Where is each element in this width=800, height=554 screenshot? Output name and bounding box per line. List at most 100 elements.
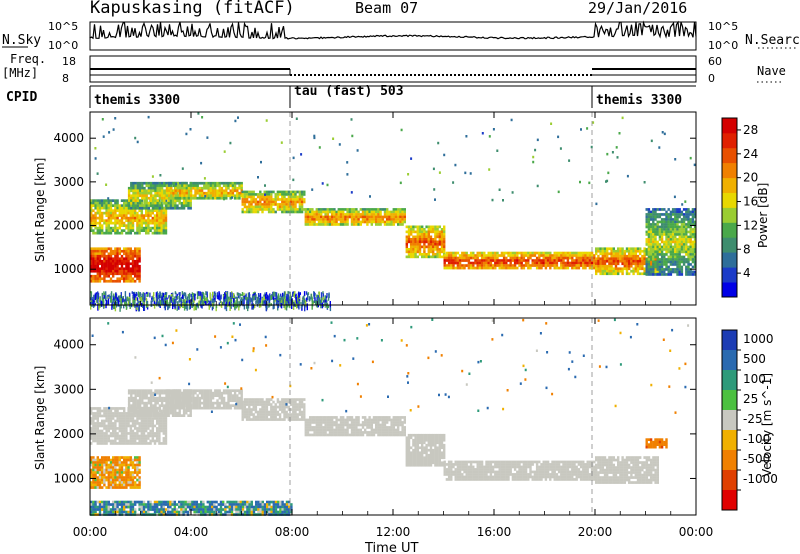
power-cell [90,279,93,283]
velocity-cell [107,466,110,469]
power-cell [267,200,271,204]
velocity-cell [105,486,108,489]
power-cell [623,257,626,261]
velocity-cell [118,461,121,464]
power-cell [682,240,686,244]
velocity-cell [114,429,117,433]
power-cell [98,259,102,263]
velocity-cell [120,439,124,443]
velocity-cell [156,434,159,438]
velocity-cell [103,468,106,472]
power-noise [127,301,130,306]
power-noise [287,299,290,306]
power-cell [145,181,148,185]
power-cell [671,223,675,226]
power-cell [180,201,184,205]
power-cell [220,194,224,198]
power-cell [243,205,247,209]
power-cell [225,186,228,190]
power-cell [114,199,117,202]
velocity-cell [116,456,119,459]
power-cell [689,273,692,276]
power-cell [628,264,631,268]
power-cell [656,260,659,264]
power-cell [507,264,510,267]
power-cell [98,211,102,215]
power-cell [557,251,561,255]
power-cell [489,256,493,260]
power-noise [90,291,93,298]
power-noise [102,135,105,138]
power-cell [628,252,631,256]
power-cell [665,215,668,219]
power-cell [645,248,648,251]
velocity-cell [109,442,113,445]
power-cell [116,201,119,205]
power-cell [665,225,668,229]
power-cell [509,264,512,267]
power-cell [163,194,166,198]
power-cell [176,186,180,190]
power-cell [105,247,108,251]
velocity-cell [162,432,165,435]
power-cell [634,269,637,273]
power-cell [571,261,574,265]
power-cell [326,213,329,216]
velocity-cell [101,476,104,479]
power-noise [229,141,232,145]
power-cell [134,279,137,283]
velocity-cell [129,471,132,474]
power-cell [138,259,141,263]
velocity-cell [151,422,154,425]
power-cell [125,269,128,273]
power-cell [248,203,251,206]
power-cell [160,181,164,185]
power-cell [134,249,137,253]
velocity-cell [103,478,106,482]
power-cell [129,277,132,281]
power-cell [693,225,697,229]
power-cell [669,223,673,226]
power-cell [691,273,695,276]
power-cell [427,248,430,251]
power-cell [156,226,159,230]
velocity-cell [101,461,104,464]
power-cell [231,184,235,188]
power-cell [691,230,695,234]
power-cell [162,226,165,230]
power-cell [606,269,609,273]
velocity-cell [96,409,99,413]
power-cell [649,225,653,229]
power-cell [593,261,596,265]
power-cell [685,260,688,264]
power-cell [123,199,126,202]
velocity-cell [114,432,117,435]
velocity-cell [123,412,126,415]
velocity-cell [96,412,99,415]
power-cell [109,206,113,210]
power-cell [143,196,146,200]
power-cell [568,251,572,255]
power-cell [440,255,444,259]
power-cell [518,261,521,265]
velocity-cell [94,483,97,487]
power-cell [542,251,545,255]
power-cell [328,208,332,211]
power-noise [169,294,171,297]
power-cell [123,274,126,278]
power-cell [167,186,171,190]
power-cell [665,263,668,266]
power-cell [278,203,282,206]
power-cell [434,253,437,256]
power-cell [434,248,437,251]
power-cell [562,254,565,257]
power-cell [259,203,262,206]
velocity-cell [127,396,131,400]
power-cell [438,225,441,229]
power-cell [98,247,102,251]
power-cell [617,262,620,266]
power-cell [107,214,110,217]
power-cell [136,184,140,188]
power-cell [603,262,607,266]
power-cell [335,213,338,216]
